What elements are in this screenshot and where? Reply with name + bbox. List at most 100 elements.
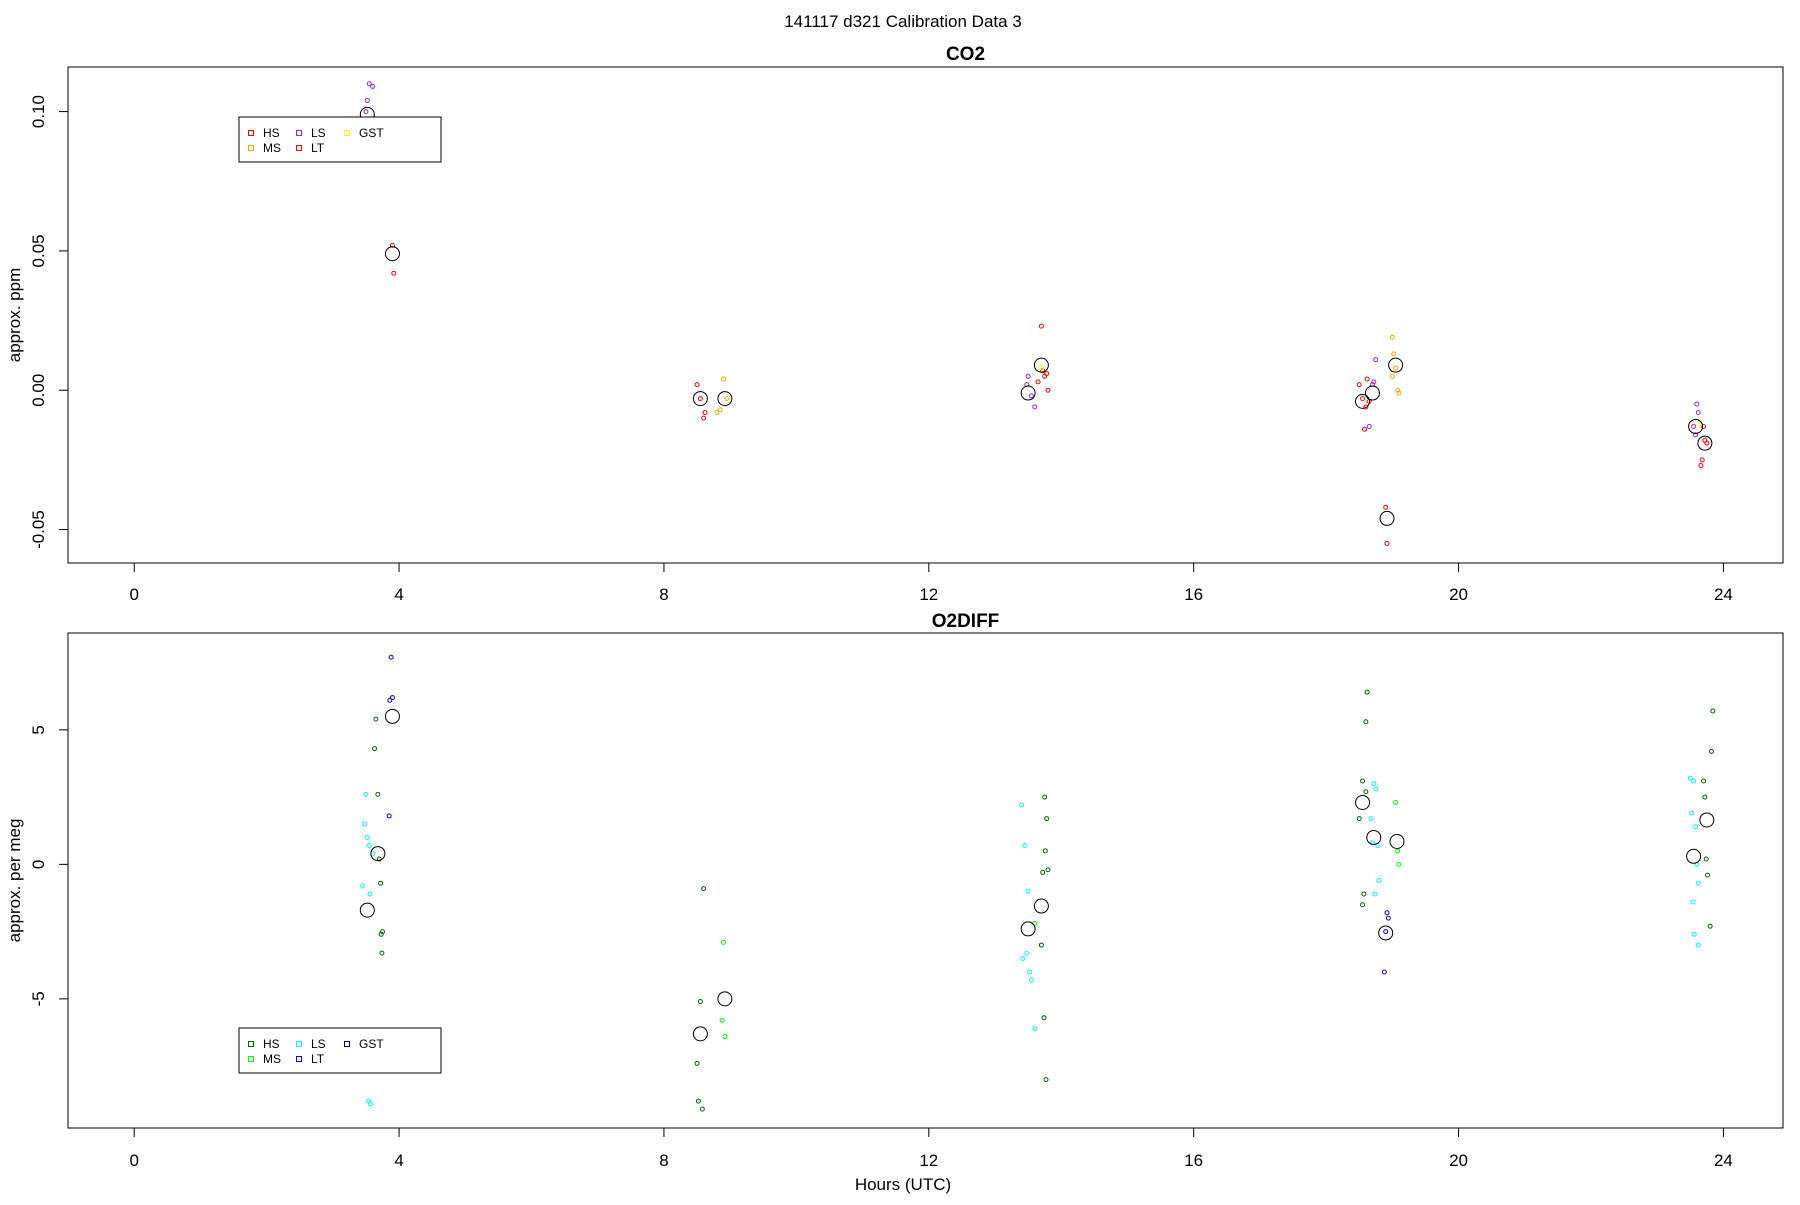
data-point — [1040, 368, 1046, 374]
legend-entry-ms: MS — [248, 141, 281, 155]
mean-marker — [370, 846, 386, 862]
x-tick-label: 24 — [1714, 585, 1733, 604]
legend-swatch — [296, 1056, 302, 1062]
x-tick-label: 24 — [1714, 1151, 1733, 1170]
y-tick-label: 0.10 — [29, 95, 48, 128]
data-point — [1701, 778, 1707, 784]
legend-label: MS — [263, 141, 281, 155]
data-point — [1028, 393, 1034, 399]
data-point — [1698, 462, 1704, 468]
data-point — [1701, 423, 1707, 429]
data-point — [370, 84, 376, 90]
data-point — [1385, 915, 1391, 921]
data-point — [1384, 540, 1390, 546]
mean-marker — [692, 1026, 708, 1042]
series-hs — [694, 323, 1710, 468]
legend-swatch — [344, 130, 350, 136]
y-tick-label: -0.05 — [29, 510, 48, 549]
data-point — [1691, 423, 1697, 429]
data-point — [1043, 1077, 1049, 1083]
data-point — [1693, 432, 1699, 438]
data-point — [1035, 379, 1041, 385]
data-point — [1045, 867, 1051, 873]
data-point — [1025, 373, 1031, 379]
data-point — [386, 813, 392, 819]
legend-label: HS — [263, 126, 280, 140]
data-point — [1042, 794, 1048, 800]
data-point — [1396, 861, 1402, 867]
data-point — [1707, 923, 1713, 929]
data-point — [1032, 1025, 1038, 1031]
data-point — [1363, 719, 1369, 725]
data-point — [1038, 365, 1044, 371]
data-point — [1360, 902, 1366, 908]
series-lt — [386, 654, 1391, 975]
mean-marker — [1699, 812, 1715, 828]
mean-marker — [1378, 925, 1394, 941]
data-point — [364, 834, 370, 840]
legend-entry-hs: HS — [248, 1037, 280, 1051]
legend-swatch — [248, 1056, 254, 1062]
data-point — [1022, 843, 1028, 849]
data-point — [1689, 810, 1695, 816]
data-point — [387, 697, 393, 703]
mean-marker — [384, 246, 400, 262]
data-point — [1702, 794, 1708, 800]
series-mean — [359, 106, 1713, 526]
data-point — [1381, 969, 1387, 975]
legend-label: LS — [311, 1037, 326, 1051]
data-point — [1391, 351, 1397, 357]
legend-label: GST — [359, 126, 384, 140]
mean-marker — [1389, 833, 1405, 849]
data-point — [1383, 504, 1389, 510]
data-point — [1695, 942, 1701, 948]
data-point — [1395, 387, 1401, 393]
series-hs — [372, 689, 1716, 1112]
legend-entry-ls: LS — [296, 126, 326, 140]
data-point — [1393, 799, 1399, 805]
legend-label: LS — [311, 126, 326, 140]
data-point — [1361, 891, 1367, 897]
data-point — [389, 242, 395, 248]
x-tick-label: 12 — [919, 1151, 938, 1170]
data-point — [1393, 365, 1399, 371]
data-point — [1372, 891, 1378, 897]
data-point — [1371, 379, 1377, 385]
x-tick-label: 20 — [1449, 585, 1468, 604]
y-tick-label: 0 — [29, 860, 48, 869]
data-point — [362, 821, 368, 827]
x-tick-label: 8 — [659, 585, 668, 604]
legend-swatch — [248, 145, 254, 151]
chart-panels: CO2 approx. ppm 0 4 8 12 16 20 24 -0.05 0.00 0.05 0.… — [5, 44, 1784, 1170]
data-point — [1038, 323, 1044, 329]
x-tick-label: 4 — [394, 585, 403, 604]
mean-marker — [1366, 829, 1382, 845]
mean-marker — [384, 708, 400, 724]
data-point — [694, 1060, 700, 1066]
data-point — [1363, 789, 1369, 795]
data-point — [1040, 869, 1046, 875]
data-point — [1371, 781, 1377, 787]
data-point — [1705, 872, 1711, 878]
data-point — [1024, 950, 1030, 956]
y-tick-label: 5 — [29, 725, 48, 734]
legend-entry-hs: HS — [248, 126, 280, 140]
panel-2: O2DIFF approx. per meg 0 4 8 12 16 20 24 -5 0 5 HSMS… — [5, 611, 1784, 1170]
data-point — [1044, 816, 1050, 822]
data-point — [1690, 899, 1696, 905]
data-point — [719, 1017, 725, 1023]
data-point — [699, 1106, 705, 1112]
data-points — [359, 81, 1713, 546]
mean-marker — [1033, 357, 1049, 373]
mean-marker — [1020, 921, 1036, 937]
y-axis: -0.05 0.00 0.05 0.10 — [29, 95, 69, 549]
data-point — [1026, 969, 1032, 975]
data-point — [1038, 942, 1044, 948]
x-tick-label: 4 — [394, 1151, 403, 1170]
data-point — [380, 929, 386, 935]
data-point — [694, 382, 700, 388]
mean-marker — [717, 391, 733, 407]
data-point — [697, 396, 703, 402]
legend-swatch — [248, 1041, 254, 1047]
